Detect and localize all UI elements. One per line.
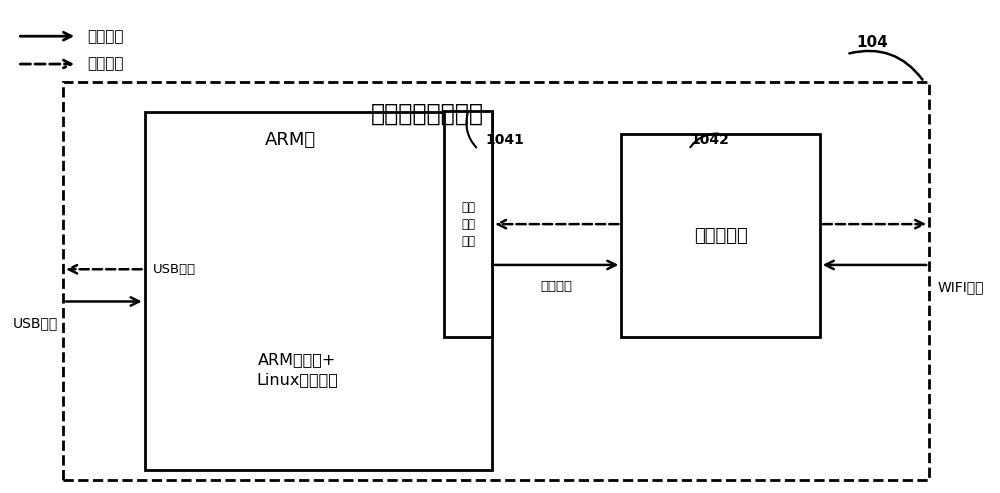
Text: ARM处理器+
Linux操作系统: ARM处理器+ Linux操作系统 <box>257 352 338 387</box>
Bar <box>63 82 929 480</box>
Text: ARM板: ARM板 <box>265 131 316 148</box>
Text: 数据通道: 数据通道 <box>87 29 123 44</box>
Text: 1042: 1042 <box>691 133 730 146</box>
Bar <box>444 111 492 338</box>
Text: 网络信号: 网络信号 <box>541 281 573 293</box>
Text: 104: 104 <box>857 35 888 50</box>
Text: 1041: 1041 <box>485 133 524 146</box>
Text: 无线路由器: 无线路由器 <box>694 227 747 245</box>
Text: WIFI通信: WIFI通信 <box>937 280 984 294</box>
Bar <box>145 112 492 470</box>
Text: 无线
网络
端口: 无线 网络 端口 <box>461 201 475 247</box>
Bar <box>621 134 820 338</box>
Text: USB通信: USB通信 <box>13 317 58 330</box>
Text: 无线数据交互通道: 无线数据交互通道 <box>370 102 483 126</box>
Text: 命令通道: 命令通道 <box>87 57 123 71</box>
Text: USB端口: USB端口 <box>153 263 196 276</box>
